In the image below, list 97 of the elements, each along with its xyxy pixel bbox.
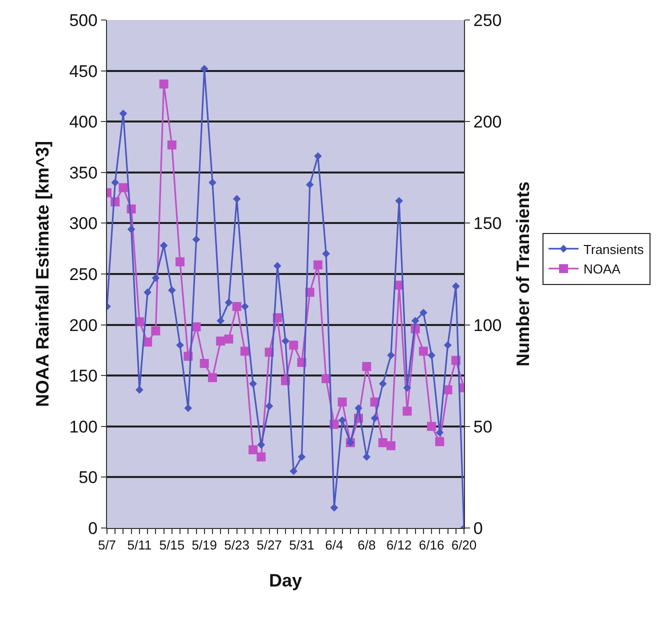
point xyxy=(216,316,224,325)
y-axis-title: NOAA Rainfall Estimate [km^3] xyxy=(32,141,52,407)
point xyxy=(428,351,436,360)
x-tick-label: 5/11 xyxy=(127,538,152,553)
y-tick-label: 350 xyxy=(69,163,98,182)
x-tick-label: 6/20 xyxy=(451,538,477,553)
x-tick-label: 6/4 xyxy=(325,538,344,553)
point xyxy=(387,351,395,360)
point xyxy=(403,384,412,392)
x-tick-label: 5/31 xyxy=(289,538,314,553)
point xyxy=(420,308,428,317)
point xyxy=(338,398,347,407)
y2-tick-label: 250 xyxy=(473,10,502,30)
point xyxy=(427,422,436,431)
point xyxy=(313,260,322,270)
point xyxy=(282,337,290,345)
point xyxy=(436,428,444,436)
point xyxy=(127,225,136,234)
point xyxy=(224,334,234,344)
x-tick-label: 5/19 xyxy=(192,538,218,553)
point xyxy=(444,341,452,350)
x-tick-label: 6/16 xyxy=(418,538,444,553)
x-tick-label: 5/7 xyxy=(98,538,116,553)
point xyxy=(402,406,412,416)
point xyxy=(362,362,372,371)
legend-label: NOAA xyxy=(584,262,621,277)
y-tick-label: 100 xyxy=(69,417,98,436)
point xyxy=(256,452,266,462)
x-tick-label: 5/15 xyxy=(159,538,185,553)
point xyxy=(290,467,298,475)
y2-tick-label: 200 xyxy=(473,112,502,132)
point xyxy=(118,183,128,192)
point xyxy=(418,346,428,356)
point xyxy=(248,445,258,454)
point xyxy=(306,180,314,188)
x-tick-label: 6/12 xyxy=(386,538,412,553)
point xyxy=(151,326,160,336)
point xyxy=(192,236,200,244)
y-tick-label: 400 xyxy=(69,112,98,132)
point xyxy=(167,140,176,150)
y-tick-label: 500 xyxy=(69,10,98,30)
point xyxy=(322,250,330,258)
y-tick-label: 50 xyxy=(78,468,98,488)
y2-tick-label: 50 xyxy=(473,417,492,436)
point xyxy=(208,178,216,186)
point xyxy=(395,196,403,205)
point xyxy=(111,178,120,186)
point xyxy=(452,282,460,290)
point xyxy=(119,110,128,118)
point xyxy=(176,257,185,266)
point xyxy=(216,336,226,346)
x-tick-label: 6/8 xyxy=(358,538,376,553)
point xyxy=(386,441,396,450)
point xyxy=(249,380,257,388)
y-tick-label: 250 xyxy=(69,264,98,284)
point xyxy=(289,340,298,350)
point xyxy=(224,298,233,306)
point xyxy=(443,385,452,394)
x-tick-label: 5/23 xyxy=(224,538,250,553)
point xyxy=(240,346,250,356)
y2-axis-title: Number of Transients xyxy=(512,181,533,367)
y-tick-label: 0 xyxy=(88,518,98,538)
point xyxy=(144,288,152,296)
point xyxy=(176,341,184,350)
point xyxy=(330,504,338,512)
y-tick-label: 450 xyxy=(69,62,98,81)
point xyxy=(370,414,379,422)
point xyxy=(200,358,209,368)
point xyxy=(160,242,168,250)
point xyxy=(208,373,217,382)
point xyxy=(298,452,306,461)
point xyxy=(435,437,444,446)
y-tick-label: 200 xyxy=(69,316,98,335)
x-tick-label: 5/27 xyxy=(256,538,282,553)
legend-label: Transients xyxy=(584,242,644,257)
point xyxy=(241,302,249,310)
point xyxy=(232,302,242,312)
y2-tick-label: 100 xyxy=(473,316,502,335)
y2-tick-label: 0 xyxy=(473,518,483,538)
point xyxy=(152,274,160,282)
point xyxy=(378,380,387,388)
point xyxy=(184,404,192,412)
point xyxy=(273,262,282,270)
point xyxy=(200,64,208,73)
x-axis-title: Day xyxy=(268,570,302,591)
point xyxy=(192,322,201,332)
y-tick-label: 150 xyxy=(69,366,98,386)
y-tick-label: 300 xyxy=(69,214,98,234)
point xyxy=(338,416,346,424)
point xyxy=(159,80,168,89)
point xyxy=(265,402,274,410)
point xyxy=(378,438,388,448)
y2-tick-label: 150 xyxy=(473,214,502,234)
point xyxy=(136,386,144,394)
point xyxy=(232,194,241,203)
point xyxy=(168,286,176,294)
point xyxy=(411,316,420,325)
